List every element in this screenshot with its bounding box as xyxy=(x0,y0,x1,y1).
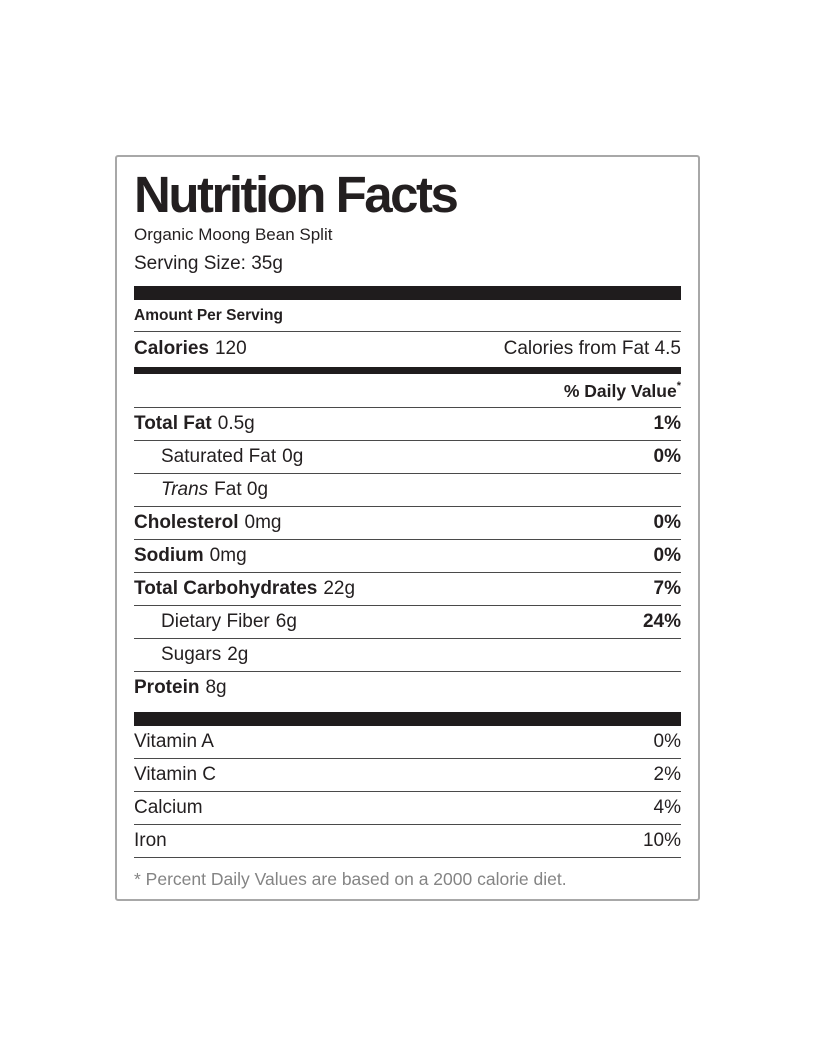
nutrient-name-amount: Sugars 2g xyxy=(134,644,248,666)
nutrient-name-amount: Saturated Fat 0g xyxy=(134,446,303,468)
nutrient-row-dietary-fiber: Dietary Fiber 6g 24% xyxy=(134,606,681,640)
vitamin-row-vitamin-c: Vitamin C 2% xyxy=(134,759,681,793)
nutrient-percent: 0% xyxy=(653,446,681,468)
vitamin-row-calcium: Calcium 4% xyxy=(134,792,681,826)
daily-value-header: % Daily Value* xyxy=(134,374,681,409)
nutrient-name: Sugars xyxy=(161,644,222,666)
nutrient-percent: 0% xyxy=(653,512,681,534)
divider-bar-thick-bottom xyxy=(134,712,681,727)
nutrient-amount: 0.5g xyxy=(217,413,255,435)
spacer xyxy=(134,704,681,712)
vitamin-name: Vitamin C xyxy=(134,764,217,786)
calories-row: Calories 120 Calories from Fat 4.5 xyxy=(134,332,681,367)
nutrient-name-amount: Sodium 0mg xyxy=(134,545,247,567)
nutrient-row-sodium: Sodium 0mg 0% xyxy=(134,540,681,574)
amount-per-serving-heading: Amount Per Serving xyxy=(134,300,681,333)
daily-value-asterisk: * xyxy=(676,380,681,393)
nutrient-percent: 0% xyxy=(653,545,681,567)
nutrient-percent: 24% xyxy=(642,611,681,633)
nutrient-amount: 8g xyxy=(205,677,227,699)
nutrient-name-amount: Dietary Fiber 6g xyxy=(134,611,297,633)
nutrient-name: Saturated Fat xyxy=(161,446,277,468)
calories-value: 120 xyxy=(214,338,247,360)
product-name: Organic Moong Bean Split xyxy=(134,225,333,245)
nutrient-percent: 1% xyxy=(653,413,681,435)
vitamin-row-iron: Iron 10% xyxy=(134,825,681,859)
nutrient-row-protein: Protein 8g xyxy=(134,672,681,704)
nutrient-name-amount: Protein 8g xyxy=(134,677,227,699)
daily-value-footnote: * Percent Daily Values are based on a 20… xyxy=(134,869,567,890)
nutrient-name: Sodium xyxy=(134,545,204,567)
vitamin-percent: 4% xyxy=(653,797,681,819)
nutrient-amount: 0mg xyxy=(244,512,282,534)
nutrient-name: Protein xyxy=(134,677,200,699)
nutrient-amount: 0g xyxy=(282,446,304,468)
nutrient-percent: 7% xyxy=(653,578,681,600)
nutrient-name-amount: Trans Fat 0g xyxy=(134,479,268,501)
nutrition-facts-label: Nutrition Facts Organic Moong Bean Split… xyxy=(115,155,700,901)
vitamin-name: Iron xyxy=(134,830,167,852)
daily-value-header-text: % Daily Value xyxy=(563,381,677,402)
nutrient-name: Trans xyxy=(161,479,209,501)
label-title: Nutrition Facts xyxy=(134,166,459,223)
calories-from-fat: Calories from Fat 4.5 xyxy=(503,338,681,360)
nutrient-row-saturated-fat: Saturated Fat 0g 0% xyxy=(134,441,681,475)
nutrient-amount: 6g xyxy=(275,611,297,633)
nutrient-row-cholesterol: Cholesterol 0mg 0% xyxy=(134,507,681,541)
calories-label: Calories xyxy=(134,338,209,360)
vitamin-percent: 10% xyxy=(642,830,681,852)
nutrient-name-amount: Total Carbohydrates 22g xyxy=(134,578,355,600)
nutrient-amount: 2g xyxy=(227,644,249,666)
nutrient-row-trans-fat: Trans Fat 0g xyxy=(134,474,681,508)
nutrient-row-sugars: Sugars 2g xyxy=(134,639,681,673)
vitamin-name: Calcium xyxy=(134,797,203,819)
divider-bar-medium xyxy=(134,367,681,375)
nutrient-amount: 0mg xyxy=(209,545,247,567)
nutrient-name-amount: Total Fat 0.5g xyxy=(134,413,255,435)
nutrient-name: Cholesterol xyxy=(134,512,239,534)
nutrient-name: Dietary Fiber xyxy=(161,611,270,633)
nutrient-row-total-fat: Total Fat 0.5g 1% xyxy=(134,408,681,442)
serving-size: Serving Size: 35g xyxy=(134,252,283,274)
calories-left: Calories 120 xyxy=(134,338,247,360)
vitamin-name: Vitamin A xyxy=(134,731,214,753)
nutrient-amount: Fat 0g xyxy=(214,479,269,501)
vitamin-percent: 2% xyxy=(653,764,681,786)
nutrient-name-amount: Cholesterol 0mg xyxy=(134,512,282,534)
nutrient-name: Total Carbohydrates xyxy=(134,578,318,600)
vitamin-percent: 0% xyxy=(653,731,681,753)
nutrient-row-total-carbohydrates: Total Carbohydrates 22g 7% xyxy=(134,573,681,607)
nutrient-name: Total Fat xyxy=(134,413,212,435)
divider-bar-thick-top xyxy=(134,286,681,301)
vitamin-row-vitamin-a: Vitamin A 0% xyxy=(134,726,681,760)
nutrient-amount: 22g xyxy=(323,578,356,600)
